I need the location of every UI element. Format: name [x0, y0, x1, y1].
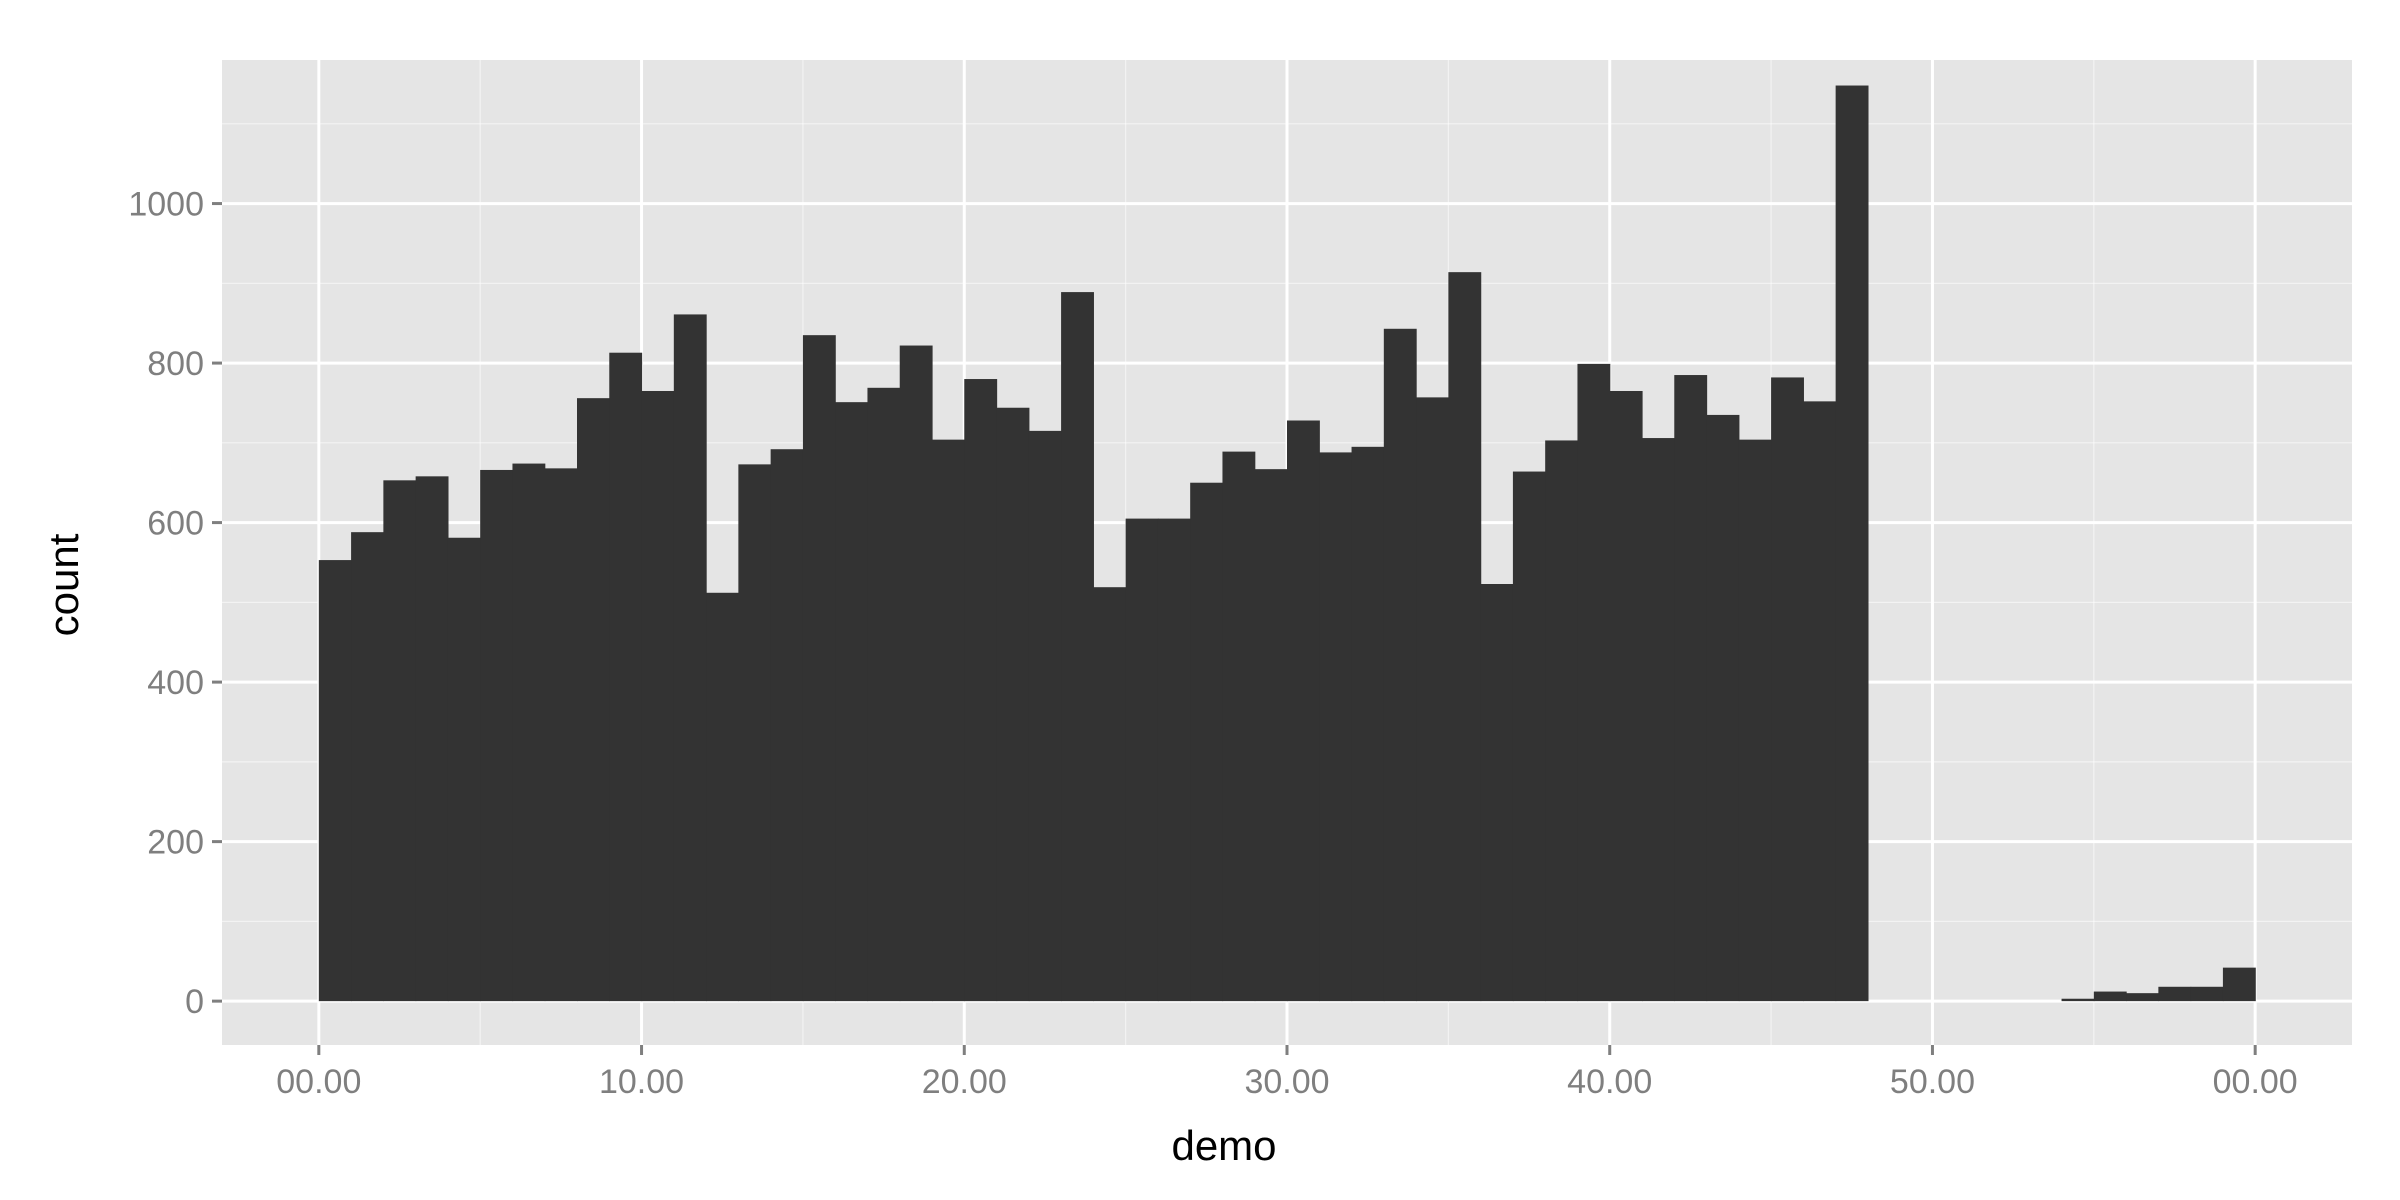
histogram-bar: [802, 335, 836, 1002]
histogram-bar: [996, 407, 1030, 1002]
histogram-bar: [1222, 451, 1256, 1002]
histogram-bar: [835, 402, 869, 1002]
histogram-bar: [2061, 998, 2095, 1002]
histogram-bar: [1577, 363, 1611, 1002]
histogram-bar: [641, 390, 675, 1002]
histogram-bar: [2222, 967, 2256, 1002]
histogram-bar: [1125, 518, 1159, 1002]
y-tick-label: 400: [147, 664, 204, 702]
y-tick-label: 0: [185, 983, 204, 1021]
histogram-bar: [609, 352, 643, 1002]
histogram-bar: [577, 398, 610, 1002]
x-tick-label: 00.00: [276, 1063, 361, 1101]
y-tick-label: 800: [147, 345, 204, 383]
histogram-bar: [1190, 482, 1224, 1002]
histogram-bar: [867, 387, 901, 1002]
histogram-bar: [480, 469, 514, 1002]
histogram-bar: [383, 480, 417, 1002]
histogram-bar: [1093, 587, 1127, 1002]
histogram-bar: [1448, 272, 1482, 1002]
histogram-bar: [1287, 420, 1320, 1002]
y-tick-label: 200: [147, 824, 204, 862]
x-axis-title: demo: [1171, 1122, 1276, 1169]
histogram-bar: [1061, 292, 1094, 1002]
histogram-bar: [2093, 991, 2127, 1002]
x-tick-label: 50.00: [1890, 1063, 1975, 1101]
histogram-bar: [544, 468, 578, 1002]
histogram-bar: [1545, 440, 1579, 1002]
histogram-bar: [2158, 986, 2192, 1002]
histogram-bar: [1803, 401, 1837, 1002]
y-axis-ticks: 0 200 400 600 800 1000: [128, 186, 222, 1021]
histogram-bar: [447, 537, 481, 1002]
x-tick-label: 00.00: [2213, 1063, 2298, 1101]
x-axis-ticks: 00.00 10.00 20.00 30.00 40.00 50.00 00.00: [276, 1045, 2298, 1101]
x-tick-label: 30.00: [1244, 1063, 1329, 1101]
histogram-bar: [1706, 414, 1740, 1002]
histogram-bars: [318, 85, 2256, 1002]
histogram-bar: [1254, 469, 1288, 1002]
histogram-bar: [738, 464, 772, 1002]
histogram-bar: [318, 560, 352, 1002]
y-tick-label: 600: [147, 505, 204, 543]
y-tick-label: 1000: [128, 186, 204, 224]
histogram-bar: [1771, 377, 1804, 1002]
histogram-bar: [1351, 446, 1385, 1002]
histogram-bar: [1642, 438, 1675, 1002]
histogram-bar: [1383, 328, 1417, 1002]
histogram-bar: [770, 449, 804, 1002]
histogram-bar: [1674, 375, 1708, 1002]
histogram-bar: [415, 476, 449, 1002]
histogram-bar: [2190, 986, 2224, 1002]
histogram-bar: [2126, 993, 2159, 1002]
histogram-bar: [673, 314, 707, 1002]
y-axis-title: count: [40, 533, 87, 636]
histogram-bar: [1738, 439, 1772, 1002]
histogram-bar: [1416, 397, 1449, 1002]
histogram-bar: [1480, 584, 1514, 1002]
histogram-bar: [1512, 471, 1546, 1002]
histogram-bar: [512, 463, 546, 1002]
x-tick-label: 40.00: [1567, 1063, 1652, 1101]
histogram-bar: [899, 345, 933, 1002]
histogram-bar: [964, 379, 998, 1002]
histogram-bar: [932, 439, 965, 1002]
x-tick-label: 10.00: [599, 1063, 684, 1101]
histogram-bar: [1028, 430, 1062, 1002]
histogram-bar: [1319, 452, 1353, 1002]
histogram-bar: [1835, 85, 1869, 1002]
histogram-bar: [1157, 518, 1191, 1002]
x-tick-label: 20.00: [922, 1063, 1007, 1101]
histogram-bar: [1609, 390, 1643, 1002]
histogram-bar: [706, 592, 739, 1002]
histogram-bar: [351, 532, 384, 1002]
